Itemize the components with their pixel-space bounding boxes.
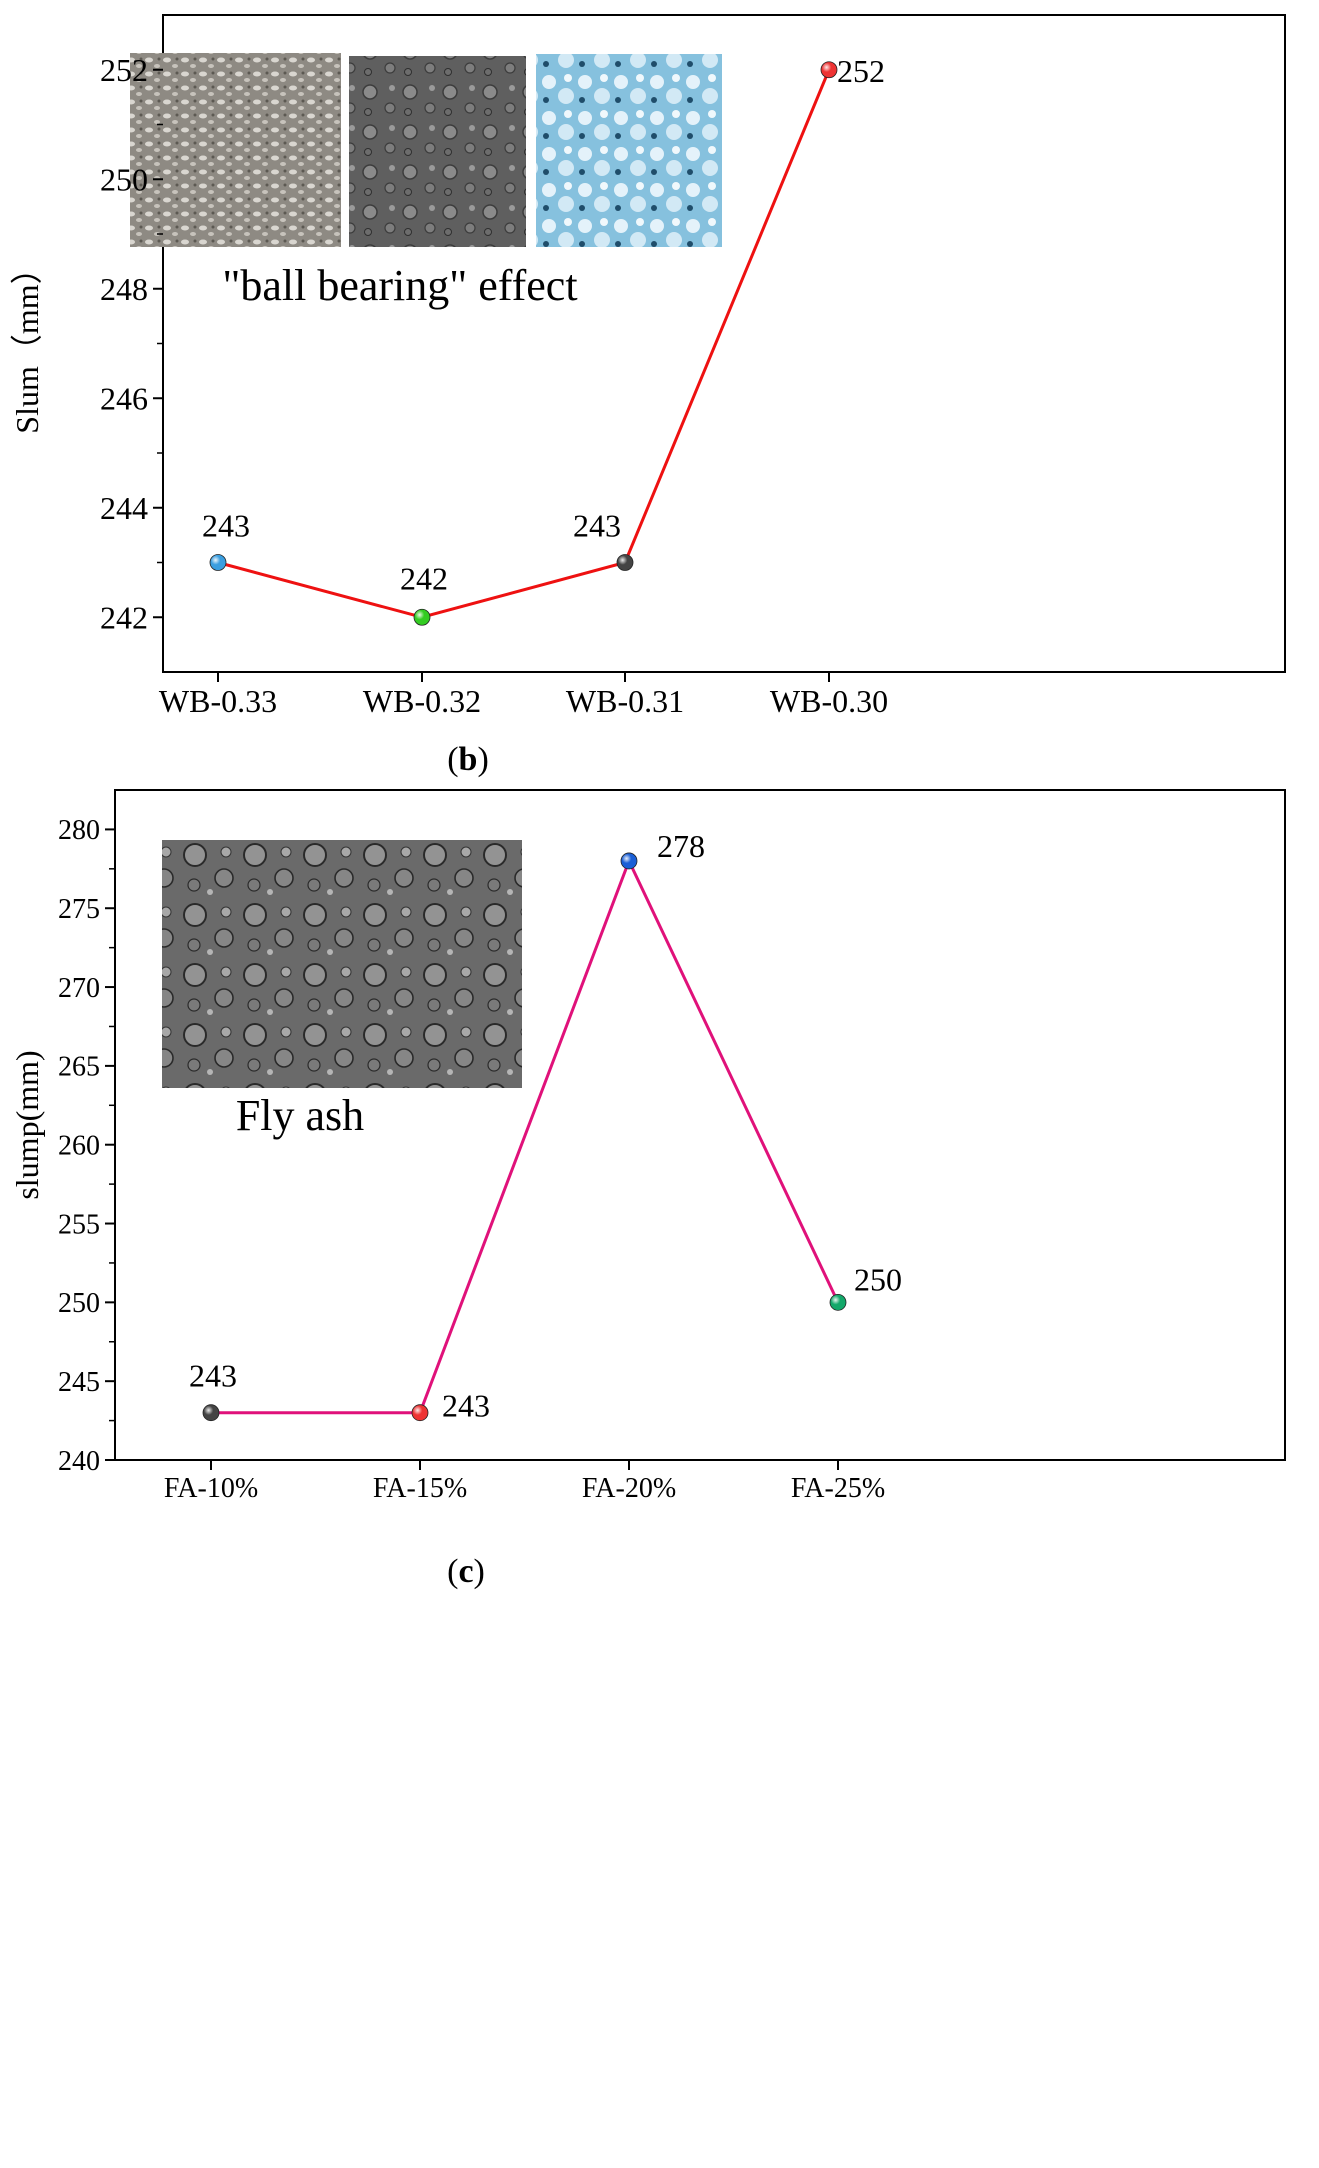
data-label: 252 bbox=[837, 53, 885, 89]
data-label: 243 bbox=[202, 508, 250, 544]
y-tick-label: 252 bbox=[100, 52, 148, 88]
y-tick-label: 260 bbox=[58, 1131, 100, 1162]
y-tick-label: 242 bbox=[100, 599, 148, 635]
data-label: 250 bbox=[854, 1261, 902, 1297]
series-line: 243 242 243 252 bbox=[202, 53, 885, 626]
inset-images bbox=[130, 53, 722, 247]
x-tick-label: FA-10% bbox=[164, 1473, 258, 1504]
inset-image-fly-ash bbox=[162, 840, 522, 1088]
y-axis: 240 245 250 255 260 265 270 275 280 bbox=[58, 815, 115, 1477]
inset-image-microsphere bbox=[536, 54, 722, 247]
x-axis: FA-10% FA-15% FA-20% FA-25% bbox=[164, 1460, 885, 1504]
y-tick-label: 245 bbox=[58, 1367, 100, 1398]
x-tick-label: FA-25% bbox=[791, 1473, 885, 1504]
chart-b: "ball bearing" effect 242 244 246 248 250 252… bbox=[9, 14, 1286, 778]
data-label: 243 bbox=[189, 1358, 237, 1394]
inset-image-sem bbox=[349, 56, 526, 247]
y-tick-label: 240 bbox=[58, 1446, 100, 1477]
series-line-path bbox=[211, 857, 840, 1415]
data-point-highlight bbox=[621, 852, 637, 869]
data-label: 242 bbox=[400, 560, 448, 596]
y-tick-label: 275 bbox=[58, 894, 100, 925]
y-axis-label: Slum（mm） bbox=[9, 252, 45, 433]
data-point-highlight bbox=[830, 1294, 846, 1311]
y-tick-label: 244 bbox=[100, 490, 148, 526]
x-tick-label: WB-0.33 bbox=[159, 683, 277, 719]
plot-frame bbox=[114, 789, 1286, 1461]
y-tick-label: 250 bbox=[58, 1288, 100, 1319]
data-point-highlight bbox=[617, 554, 633, 571]
series-line-path bbox=[217, 69, 831, 619]
y-tick-label: 246 bbox=[100, 380, 148, 416]
chart-c: Fly ash 240 245 250 255 260 265 270 275 280 FA-1… bbox=[9, 789, 1286, 1590]
data-label: 243 bbox=[442, 1388, 490, 1424]
x-tick-label: WB-0.32 bbox=[363, 683, 481, 719]
data-label: 278 bbox=[657, 828, 705, 864]
data-label: 243 bbox=[573, 508, 621, 544]
y-axis: 242 244 246 248 250 252 bbox=[100, 52, 163, 635]
panel-label: (b) bbox=[447, 741, 489, 778]
x-tick-label: WB-0.30 bbox=[770, 683, 888, 719]
y-tick-label: 265 bbox=[58, 1052, 100, 1083]
y-tick-label: 250 bbox=[100, 161, 148, 197]
panel-label: (c) bbox=[447, 1553, 485, 1590]
x-tick-label: WB-0.31 bbox=[566, 683, 684, 719]
x-tick-label: FA-20% bbox=[582, 1473, 676, 1504]
inset-caption: "ball bearing" effect bbox=[222, 261, 577, 310]
x-tick-label: FA-15% bbox=[373, 1473, 467, 1504]
data-point-highlight bbox=[412, 1404, 428, 1421]
y-tick-label: 270 bbox=[58, 973, 100, 1004]
x-axis: WB-0.33 WB-0.32 WB-0.31 WB-0.30 bbox=[159, 672, 888, 719]
y-tick-label: 280 bbox=[58, 815, 100, 846]
inset-caption: Fly ash bbox=[236, 1091, 364, 1140]
y-tick-label: 255 bbox=[58, 1209, 100, 1240]
y-axis-label: slump(mm) bbox=[9, 1050, 45, 1199]
data-point-highlight bbox=[210, 554, 226, 571]
y-tick-label: 248 bbox=[100, 271, 148, 307]
series-line: 243 243 278 250 bbox=[189, 828, 902, 1424]
data-point-highlight bbox=[821, 61, 837, 78]
data-point-highlight bbox=[203, 1404, 219, 1421]
data-point-highlight bbox=[414, 609, 430, 626]
inset-image-slurry bbox=[130, 53, 341, 247]
